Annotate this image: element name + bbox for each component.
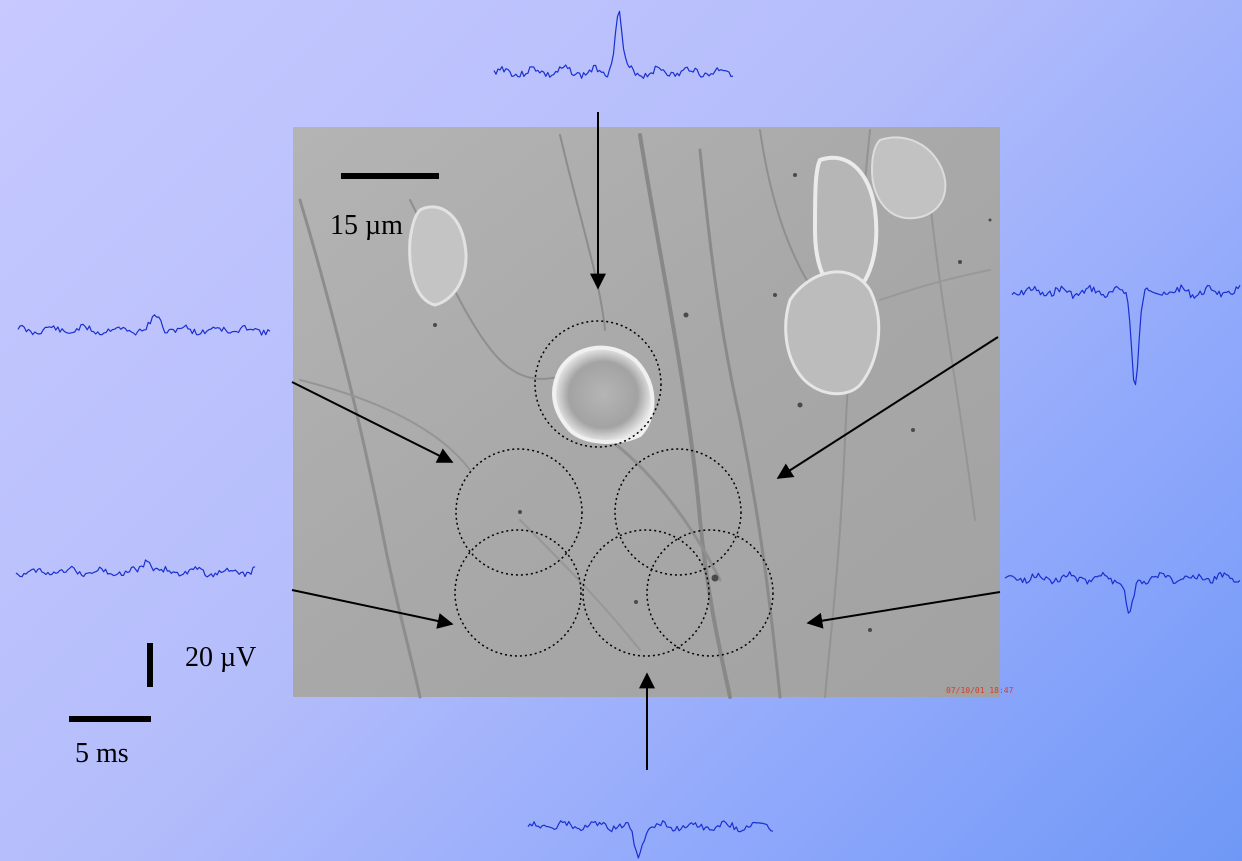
trace-upper-left [17,314,271,336]
electrode-circle-top [534,320,662,448]
trace-bottom [527,820,774,859]
time-scale-label: 5 ms [75,738,129,769]
voltage-scale-label: 20 µV [185,642,257,673]
arrow-upper-left [291,381,454,463]
trace-upper-right [1011,284,1241,386]
camera-timestamp: 07/10/01 18:47 [946,686,1014,695]
electrode-circle-upper-right [614,448,742,576]
electrode-circle-lower-left [454,529,582,657]
electrode-circle-lower-middle [582,529,710,657]
electrode-circle-lower-right [646,529,774,657]
neuron-somas [408,136,947,444]
micrometer-scale-label: 15 µm [330,210,403,241]
micrograph-texture [298,129,991,699]
trace-lower-right [1004,571,1241,614]
electrode-circle-upper-left [455,448,583,576]
voltage-traces [15,10,1241,859]
arrow-lower-left [291,589,454,629]
debris-dots [433,173,992,632]
arrow-upper-right [776,336,999,479]
arrows [291,112,1001,770]
trace-lower-left [15,559,256,578]
arrow-lower-right [806,591,1001,629]
trace-top [493,10,734,79]
electrode-circles [454,320,774,657]
